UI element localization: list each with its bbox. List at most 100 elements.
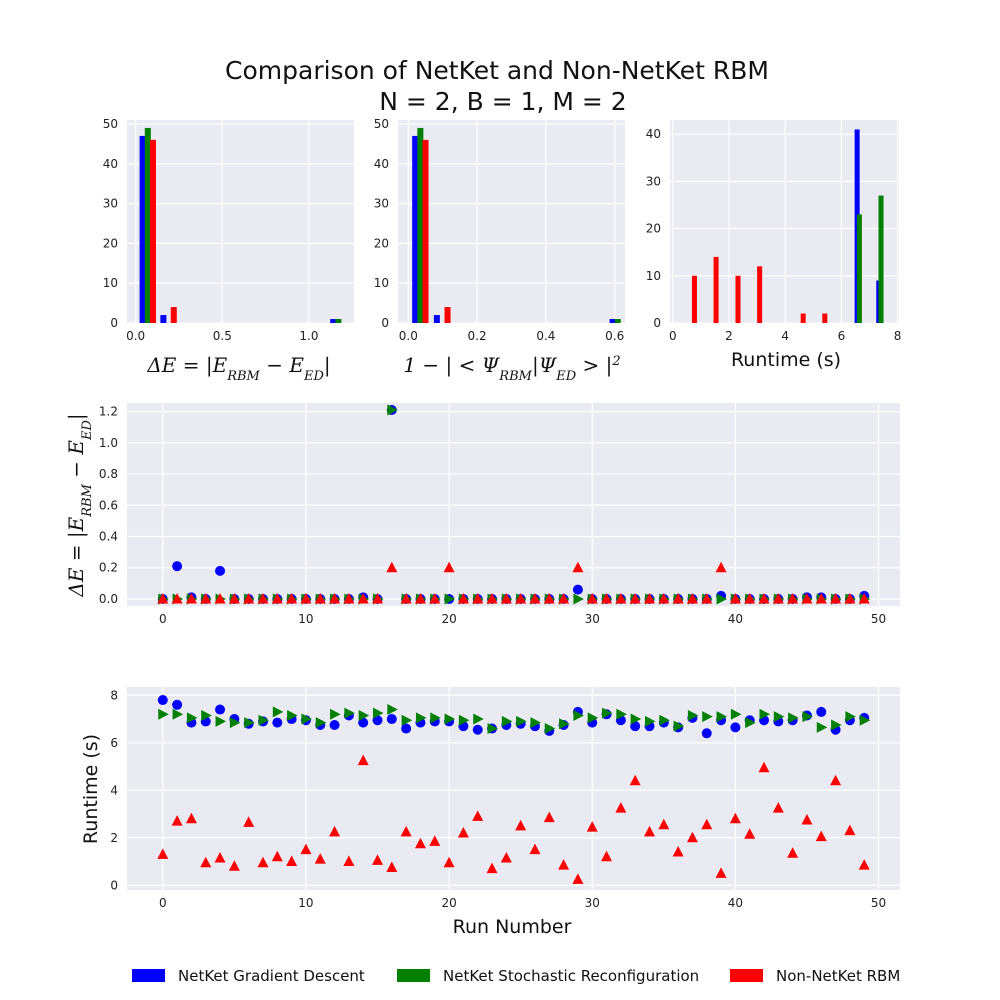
panel-hist-runtime: 0 2 4 6 8 0 10 20 30 40 [646, 120, 902, 343]
point-non-netket [629, 774, 641, 786]
x-tick-label: 2 [725, 329, 733, 343]
point-stochastic-reconfiguration [501, 715, 513, 727]
point-stochastic-reconfiguration [845, 711, 856, 723]
point-non-netket [858, 859, 870, 870]
point-gradient-descent [172, 561, 183, 572]
point-stochastic-reconfiguration [802, 711, 813, 723]
point-stochastic-reconfiguration [716, 593, 728, 605]
point-non-netket [515, 819, 527, 831]
plot-area [398, 120, 625, 323]
point-non-netket [357, 592, 369, 604]
point-non-netket [672, 592, 684, 604]
x-tick-label: 20 [441, 612, 456, 626]
point-stochastic-reconfiguration [702, 711, 713, 723]
point-stochastic-reconfiguration [573, 593, 584, 605]
point-non-netket [615, 802, 627, 813]
point-non-netket [815, 830, 827, 842]
point-non-netket [357, 754, 369, 766]
ylabel-runtime: Runtime (s) [80, 734, 102, 844]
point-gradient-descent [372, 715, 383, 726]
point-non-netket [715, 561, 727, 573]
y-tick-label: 10 [374, 276, 389, 290]
point-non-netket [601, 592, 613, 604]
y-tick-label: 4 [110, 783, 118, 797]
point-non-netket [830, 774, 842, 786]
y-tick-label: 2 [110, 831, 118, 845]
point-stochastic-reconfiguration [444, 713, 456, 725]
point-stochastic-reconfiguration [315, 717, 327, 729]
x-tick-label: 30 [585, 612, 600, 626]
point-non-netket [858, 592, 870, 604]
point-non-netket [729, 592, 741, 604]
point-non-netket [543, 592, 555, 604]
point-stochastic-reconfiguration [673, 720, 685, 732]
bar-gradient-descent [609, 319, 616, 323]
point-non-netket [572, 561, 584, 573]
point-non-netket [643, 592, 655, 604]
point-stochastic-reconfiguration [759, 708, 771, 720]
point-non-netket [643, 825, 655, 837]
y-tick-label: 0 [381, 316, 389, 330]
point-stochastic-reconfiguration [301, 713, 312, 725]
point-non-netket [200, 592, 212, 604]
point-non-netket [271, 592, 283, 604]
point-non-netket [658, 818, 670, 830]
point-stochastic-reconfiguration [415, 712, 427, 724]
point-non-netket [228, 592, 240, 604]
x-tick-label: 20 [441, 896, 456, 910]
point-non-netket [529, 592, 541, 604]
point-stochastic-reconfiguration [287, 709, 298, 721]
point-non-netket [558, 859, 570, 870]
point-non-netket [515, 592, 527, 604]
y-tick-label: 0.6 [99, 498, 118, 512]
bar-gradient-descent [330, 319, 337, 323]
point-non-netket [701, 592, 713, 604]
x-tick-label: 40 [728, 896, 743, 910]
point-non-netket [772, 802, 784, 813]
point-stochastic-reconfiguration [473, 713, 484, 725]
panel-hist-fidelity: 0.0 0.2 0.4 0.6 0 10 20 30 40 50 [374, 117, 625, 343]
point-non-netket [586, 821, 598, 832]
x-tick-label: 0.6 [605, 329, 624, 343]
point-stochastic-reconfiguration [401, 714, 413, 726]
point-stochastic-reconfiguration [644, 715, 656, 727]
point-gradient-descent [730, 722, 741, 733]
legend-label-stochastic-reconfiguration: NetKet Stochastic Reconfiguration [443, 967, 699, 985]
x-tick-label: 50 [871, 612, 886, 626]
bar-non-netket [735, 275, 741, 323]
point-stochastic-reconfiguration [573, 709, 584, 721]
point-stochastic-reconfiguration [201, 709, 212, 721]
point-non-netket [314, 592, 326, 604]
point-gradient-descent [272, 717, 283, 728]
bar-non-netket [422, 139, 429, 323]
point-stochastic-reconfiguration [687, 709, 699, 721]
x-tick-label: 30 [585, 896, 600, 910]
point-non-netket [200, 856, 212, 868]
point-non-netket [486, 592, 498, 604]
x-tick-label: 4 [781, 329, 789, 343]
y-tick-label: 40 [646, 127, 661, 141]
point-non-netket [171, 815, 183, 826]
point-non-netket [171, 592, 183, 604]
point-non-netket [343, 855, 355, 867]
point-non-netket [629, 592, 641, 604]
bar-non-netket [713, 256, 719, 323]
bar-non-netket [149, 139, 156, 323]
x-tick-label: 0 [669, 329, 677, 343]
y-tick-label: 6 [110, 736, 118, 750]
point-gradient-descent [358, 717, 369, 728]
chart-title-line1: Comparison of NetKet and Non-NetKet RBM [225, 56, 769, 85]
x-tick-label: 0.4 [536, 329, 555, 343]
point-non-netket [701, 818, 713, 830]
x-tick-label: 8 [894, 329, 902, 343]
point-non-netket [772, 592, 784, 604]
y-tick-label: 20 [646, 222, 661, 236]
bar-non-netket [691, 275, 697, 323]
plot-area [127, 120, 354, 323]
panel-scatter-energy-error: 0 10 20 30 40 50 0.0 0.2 0.4 0.6 0.8 1.0 1.2 [99, 403, 900, 626]
point-gradient-descent [172, 699, 183, 710]
point-non-netket [686, 592, 698, 604]
point-non-netket [314, 853, 326, 864]
point-non-netket [744, 592, 756, 604]
